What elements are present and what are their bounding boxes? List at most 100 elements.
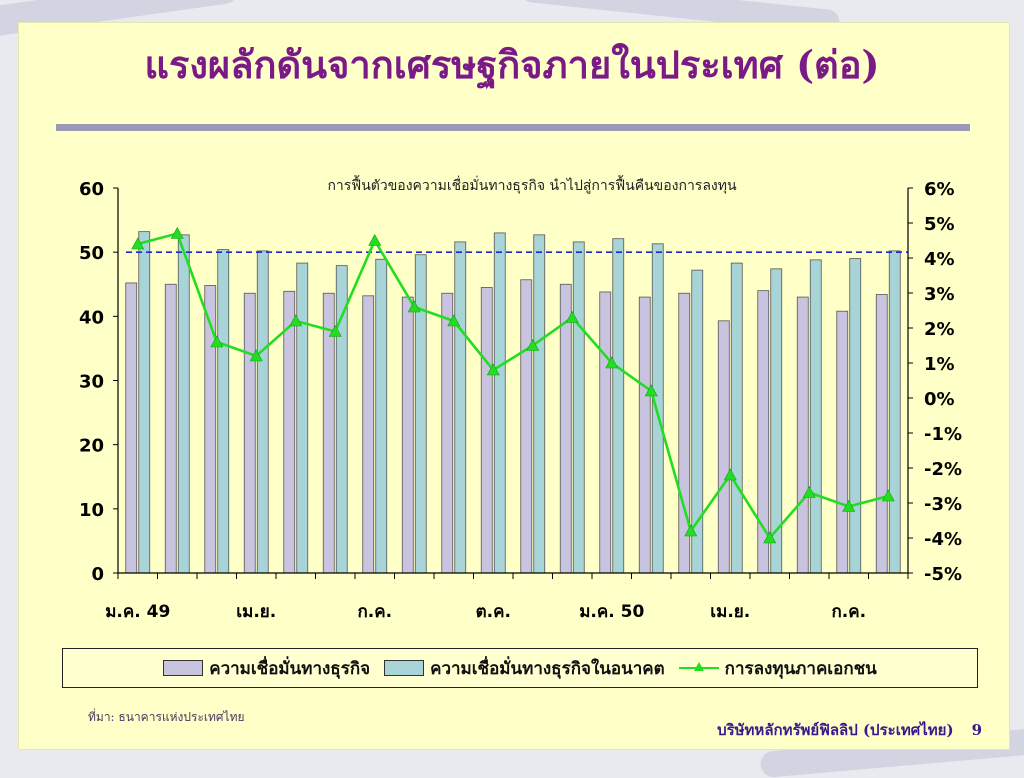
x-tick-label: ม.ค. 50 [579, 602, 644, 622]
point-private-investment [289, 314, 303, 327]
y2-tick-label: 5% [924, 214, 955, 235]
y2-tick-label: 4% [924, 249, 955, 270]
page-number: 9 [971, 721, 982, 739]
company-name: บริษัทหลักทรัพย์ฟิลลิป (ประเทศไทย) [717, 721, 954, 739]
y2-tick-label: 1% [924, 354, 955, 375]
bar-future-confidence [730, 262, 743, 574]
point-private-investment [802, 485, 816, 498]
bar-business-confidence [559, 283, 572, 574]
bar-future-confidence [572, 241, 585, 574]
point-private-investment [407, 300, 421, 313]
y-tick-label: 30 [79, 372, 104, 393]
x-tick-label: เม.ย. [710, 602, 750, 622]
y2-tick-label: -1% [924, 424, 962, 445]
y2-tick-label: -4% [924, 529, 962, 550]
line-private-investment [137, 231, 889, 541]
y-tick-label: 60 [79, 179, 104, 200]
bar-business-confidence [125, 282, 138, 574]
point-private-investment [565, 310, 579, 323]
y2-tick-label: -5% [924, 564, 962, 585]
y2-tick-label: 2% [924, 319, 955, 340]
y-tick-label: 20 [79, 436, 104, 457]
point-private-investment [526, 338, 540, 351]
bar-business-confidence [757, 290, 770, 574]
y2-tick-label: 0% [924, 389, 955, 410]
legend-label: การลงทุนภาคเอกชน [724, 658, 877, 679]
legend-swatch-line [678, 660, 719, 676]
y-tick-label: 40 [79, 307, 104, 328]
point-private-investment [249, 349, 263, 362]
bar-business-confidence [243, 292, 256, 574]
bar-future-confidence [533, 234, 546, 574]
y2-tick-label: 3% [924, 284, 955, 305]
legend-label: ความเชื่อมั่นทางธุรกิจในอนาคต [430, 658, 665, 679]
point-private-investment [644, 384, 658, 397]
legend-label: ความเชื่อมั่นทางธุรกิจ [209, 658, 371, 679]
point-private-investment [723, 468, 737, 481]
bar-business-confidence [204, 285, 217, 574]
y-tick-label: 10 [79, 500, 104, 521]
bar-future-confidence [651, 243, 664, 574]
bar-business-confidence [520, 279, 533, 574]
point-private-investment [447, 314, 461, 327]
point-private-investment [881, 489, 895, 502]
y2-tick-label: -2% [924, 459, 962, 480]
point-private-investment [486, 363, 500, 376]
x-tick-label: ก.ค. [357, 602, 392, 622]
bar-future-confidence [335, 265, 348, 574]
bar-business-confidence [599, 291, 612, 574]
bar-future-confidence [493, 232, 506, 574]
bar-future-confidence [217, 249, 230, 574]
bar-business-confidence [836, 310, 849, 574]
y2-tick-label: -3% [924, 494, 962, 515]
x-tick-label: เม.ย. [236, 602, 276, 622]
bar-future-confidence [296, 262, 309, 574]
bar-business-confidence [401, 296, 414, 574]
bar-future-confidence [375, 258, 388, 574]
chart-title: การฟื้นตัวของความเชื่อมั่นทางธุรกิจ นำไป… [327, 175, 737, 194]
point-private-investment [328, 324, 342, 337]
bar-future-confidence [414, 254, 427, 574]
bar-future-confidence [888, 250, 901, 574]
bar-business-confidence [362, 295, 375, 574]
bar-future-confidence [849, 258, 862, 574]
source-note: ที่มา: ธนาคารแห่งประเทศไทย [88, 710, 245, 724]
point-private-investment [605, 356, 619, 369]
chart-legend: ความเชื่อมั่นทางธุรกิจ ความเชื่อมั่นทางธ… [62, 648, 978, 688]
x-tick-label: ม.ค. 49 [105, 602, 170, 622]
y-tick-label: 0 [91, 564, 104, 585]
bar-business-confidence [164, 283, 177, 574]
point-private-investment [842, 499, 856, 512]
y2-tick-label: 6% [924, 179, 955, 200]
bar-future-confidence [138, 231, 151, 574]
bar-business-confidence [717, 320, 730, 574]
bar-future-confidence [454, 241, 467, 574]
bar-future-confidence [256, 250, 269, 574]
legend-swatch-bar [384, 660, 425, 676]
point-private-investment [763, 531, 777, 544]
bar-future-confidence [612, 238, 625, 574]
legend-item-future-confidence: ความเชื่อมั่นทางธุรกิจในอนาคต [384, 655, 665, 682]
y-tick-label: 50 [79, 243, 104, 264]
point-private-investment [368, 233, 382, 246]
bar-future-confidence [177, 234, 190, 574]
title-rule [56, 124, 970, 131]
bar-business-confidence [796, 296, 809, 574]
legend-swatch-bar [163, 660, 204, 676]
legend-item-private-investment: การลงทุนภาคเอกชน [678, 655, 877, 682]
point-private-investment [170, 226, 184, 239]
bar-business-confidence [638, 296, 651, 574]
point-private-investment [210, 335, 224, 348]
bar-business-confidence [441, 292, 454, 574]
bar-business-confidence [480, 287, 493, 574]
bar-business-confidence [875, 294, 888, 574]
point-private-investment [684, 524, 698, 537]
x-tick-label: ก.ค. [831, 602, 866, 622]
bar-future-confidence [809, 259, 822, 574]
footer: บริษัทหลักทรัพย์ฟิลลิป (ประเทศไทย) 9 [717, 718, 982, 742]
chart: การฟื้นตัวของความเชื่อมั่นทางธุรกิจ นำไป… [79, 175, 962, 622]
bar-business-confidence [283, 290, 296, 574]
x-tick-label: ต.ค. [476, 602, 511, 622]
point-private-investment [131, 237, 145, 250]
legend-item-business-confidence: ความเชื่อมั่นทางธุรกิจ [163, 655, 370, 682]
